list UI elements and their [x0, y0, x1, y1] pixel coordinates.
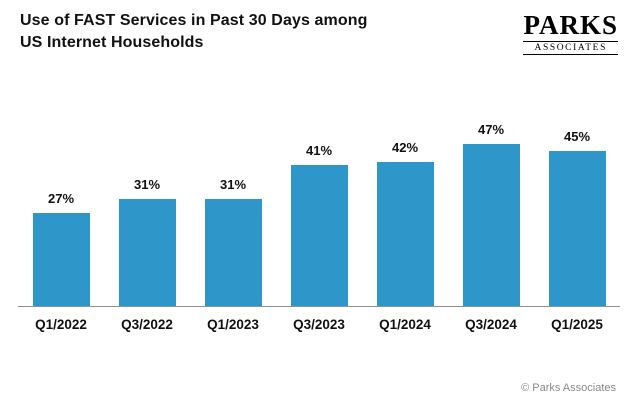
- bar: [462, 144, 520, 306]
- x-axis-line: [18, 306, 620, 307]
- bar-group: 47%: [448, 122, 534, 306]
- bar-value-label: 42%: [391, 140, 419, 155]
- bar-value-label: 31%: [219, 177, 247, 192]
- x-axis-labels: Q1/2022 Q3/2022 Q1/2023 Q3/2023 Q1/2024 Q3/20…: [18, 317, 620, 332]
- parks-associates-logo: PARKS ASSOCIATES: [523, 12, 618, 55]
- bar-group: 31%: [190, 177, 276, 306]
- bar: [376, 162, 434, 306]
- x-axis-tick-label: Q1/2023: [207, 317, 259, 332]
- bar: [204, 199, 262, 306]
- x-axis-tick-label: Q1/2024: [379, 317, 431, 332]
- bar-group: 42%: [362, 140, 448, 306]
- bar: [32, 213, 90, 306]
- chart-title-line1: Use of FAST Services in Past 30 Days amo…: [20, 12, 368, 29]
- bar-value-label: 27%: [47, 191, 75, 206]
- bar-group: 45%: [534, 129, 620, 306]
- bar: [548, 151, 606, 306]
- bar-chart: 27% 31% 31% 41% 42% 47% 45% Q1/2022 Q3/2022 Q1/2…: [18, 120, 620, 332]
- copyright-text: © Parks Associates: [521, 382, 616, 394]
- bar-group: 31%: [104, 177, 190, 306]
- x-axis-tick-label: Q3/2024: [465, 317, 517, 332]
- bar: [118, 199, 176, 306]
- bar-group: 27%: [18, 191, 104, 306]
- logo-primary-text: PARKS: [523, 10, 618, 40]
- chart-title: Use of FAST Services in Past 30 Days amo…: [20, 10, 460, 55]
- bar: [290, 165, 348, 306]
- x-axis-tick-label: Q1/2022: [35, 317, 87, 332]
- x-axis-tick-label: Q3/2023: [293, 317, 345, 332]
- bar-value-label: 31%: [133, 177, 161, 192]
- header: Use of FAST Services in Past 30 Days amo…: [20, 10, 618, 55]
- bar-value-label: 41%: [305, 143, 333, 158]
- logo-secondary-text: ASSOCIATES: [523, 41, 618, 55]
- bar-group: 41%: [276, 143, 362, 306]
- bar-value-label: 47%: [477, 122, 505, 137]
- x-axis-tick-label: Q1/2025: [551, 317, 603, 332]
- chart-title-line2: US Internet Households: [20, 34, 204, 52]
- x-axis-tick-label: Q3/2022: [121, 317, 173, 332]
- bars-row: 27% 31% 31% 41% 42% 47% 45%: [18, 120, 620, 306]
- bar-value-label: 45%: [563, 129, 591, 144]
